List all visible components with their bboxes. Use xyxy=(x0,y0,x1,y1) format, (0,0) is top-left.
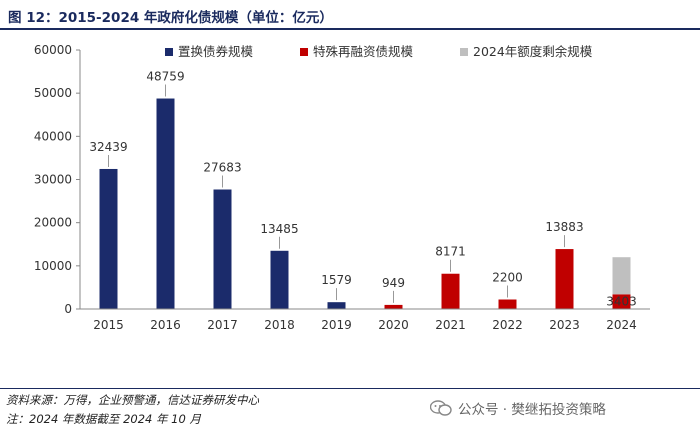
x-tick-label: 2018 xyxy=(264,318,295,332)
x-tick-label: 2023 xyxy=(549,318,580,332)
y-tick-label: 20000 xyxy=(34,216,72,230)
bar-2017-series-0 xyxy=(213,189,232,309)
x-tick-label: 2021 xyxy=(435,318,466,332)
y-tick-label: 0 xyxy=(64,302,72,316)
data-label: 13883 xyxy=(545,220,583,234)
legend-label: 置换债券规模 xyxy=(178,44,254,59)
watermark-text: 公众号 · 樊继拓投资策略 xyxy=(458,402,606,418)
y-axis: 0 10000 20000 30000 40000 50000 60000 xyxy=(34,43,81,316)
wechat-icon xyxy=(430,400,452,416)
data-label: 27683 xyxy=(203,161,241,175)
bar-2022-series-1 xyxy=(498,299,517,309)
data-label: 2200 xyxy=(492,271,523,285)
x-tick-label: 2019 xyxy=(321,318,352,332)
legend: 置换债券规模 特殊再融资债规模 2024年额度剩余规模 xyxy=(165,44,593,59)
data-label: 949 xyxy=(382,276,405,290)
data-label: 48759 xyxy=(146,70,184,84)
watermark: 公众号 · 樊继拓投资策略 xyxy=(430,398,606,418)
bar-2018-series-0 xyxy=(270,250,289,309)
bar-2024-series-2 xyxy=(612,257,631,295)
legend-label: 特殊再融资债规模 xyxy=(313,44,414,59)
data-labels: 32439 48759 27683 13485 1579 949 8171 2200 13883… xyxy=(89,70,636,309)
bar-2021-series-1 xyxy=(441,273,460,309)
y-tick-label: 50000 xyxy=(34,86,72,100)
legend-swatch xyxy=(165,48,173,56)
title-bar: 图 12：2015-2024 年政府化债规模（单位：亿元） xyxy=(0,0,700,30)
chart-title: 图 12：2015-2024 年政府化债规模（单位：亿元） xyxy=(8,10,333,26)
x-tick-label: 2017 xyxy=(207,318,238,332)
data-label: 32439 xyxy=(89,140,127,154)
y-tick-label: 40000 xyxy=(34,129,72,143)
x-tick-label: 2015 xyxy=(93,318,124,332)
data-label: 13485 xyxy=(260,222,298,236)
bar-2019-series-0 xyxy=(327,302,346,309)
bar-2024-series-1 xyxy=(612,294,631,309)
x-tick-label: 2020 xyxy=(378,318,409,332)
legend-swatch xyxy=(300,48,308,56)
source-note: 资料来源：万得，企业预警通，信达证券研发中心 xyxy=(6,393,259,407)
data-label: 1579 xyxy=(321,273,352,287)
x-tick-label: 2022 xyxy=(492,318,523,332)
y-tick-label: 60000 xyxy=(34,43,72,57)
x-axis: 2015 2016 2017 2018 2019 2020 2021 2022 2023 2024 xyxy=(80,308,650,332)
x-tick-label: 2024 xyxy=(606,318,637,332)
legend-swatch xyxy=(460,48,468,56)
data-label: 3403 xyxy=(606,294,637,308)
bar-2023-series-1 xyxy=(555,249,574,309)
footer-divider xyxy=(0,388,700,389)
y-tick-label: 30000 xyxy=(34,173,72,187)
data-label: 8171 xyxy=(435,245,466,259)
bar-chart: 0 10000 20000 30000 40000 50000 60000 32439 487… xyxy=(34,43,650,332)
date-note: 注：2024 年数据截至 2024 年 10 月 xyxy=(6,412,201,426)
bar-2020-series-1 xyxy=(384,304,403,309)
bars xyxy=(99,98,631,309)
bar-2015-series-0 xyxy=(99,168,118,309)
bar-2016-series-0 xyxy=(156,98,175,309)
y-tick-label: 10000 xyxy=(34,259,72,273)
x-tick-label: 2016 xyxy=(150,318,181,332)
legend-label: 2024年额度剩余规模 xyxy=(473,44,593,59)
